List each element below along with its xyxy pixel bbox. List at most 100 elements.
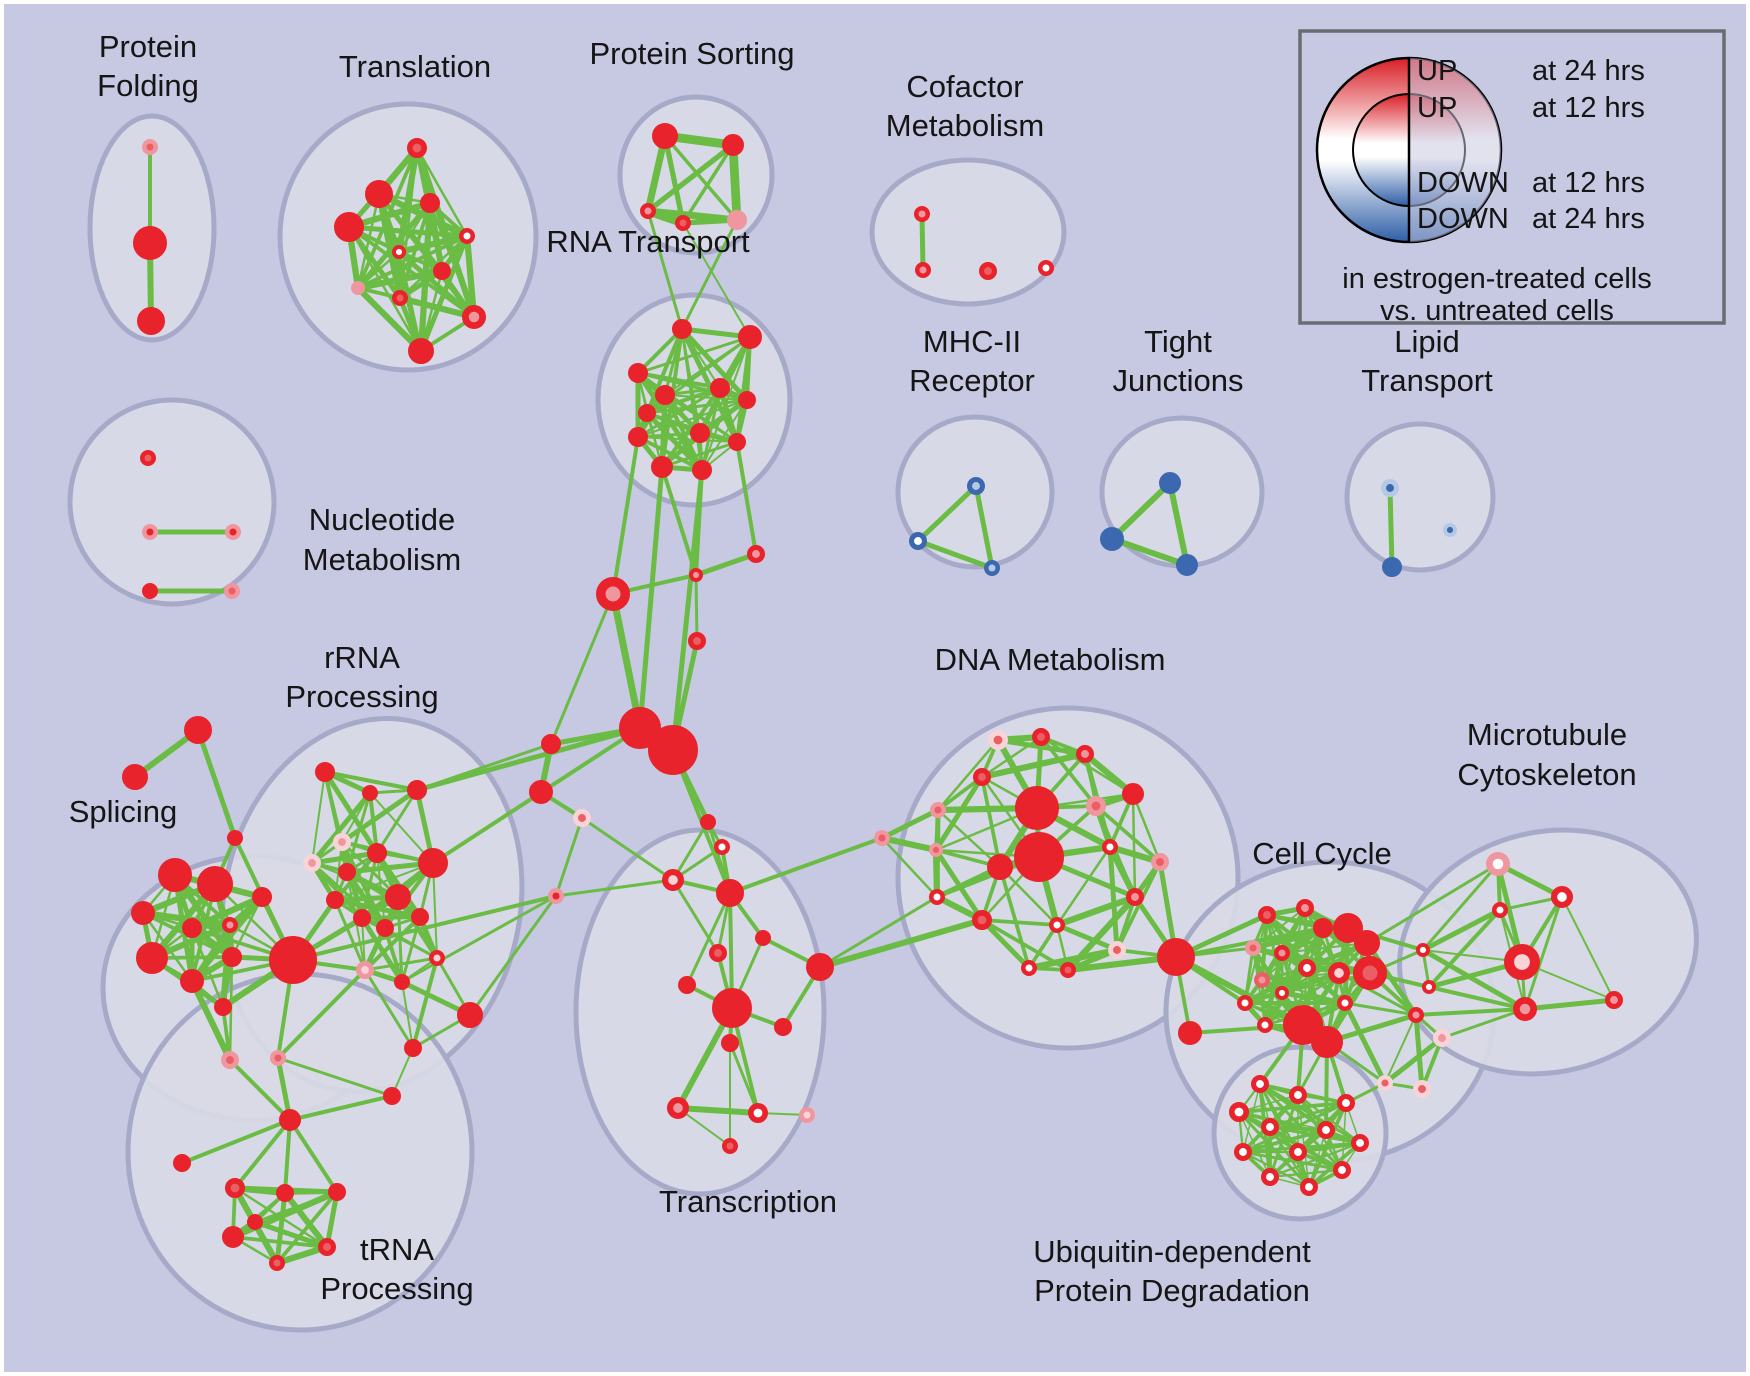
network-node: [131, 900, 156, 925]
network-node: [547, 887, 564, 904]
network-node: [1289, 1086, 1308, 1105]
legend: UP at 24 hrs UP at 12 hrs DOWN at 12 hrs DOWN a…: [1298, 29, 1726, 327]
network-node: [654, 384, 675, 405]
network-node: [428, 949, 445, 966]
network-node: [269, 1049, 286, 1066]
legend-time-label: at 24 hrs: [1532, 55, 1645, 87]
edge-dna_metabolism: [879, 807, 941, 841]
edge-ubiquitin_degradation: [1241, 1128, 1328, 1154]
cluster-cell_cycle-label: Cell Cycle: [1252, 836, 1392, 871]
network-node: [1421, 980, 1436, 995]
network-node: [627, 362, 648, 383]
edge-translation: [356, 250, 401, 290]
network-node: [224, 582, 241, 599]
edge-link: [646, 209, 684, 331]
edge-dna_metabolism: [1025, 946, 1121, 972]
edge-link: [414, 725, 643, 793]
network-node: [1229, 1102, 1250, 1123]
network-node: [573, 809, 592, 828]
network-node: [1376, 1074, 1393, 1091]
network-node: [1413, 1080, 1432, 1099]
edge-link: [818, 895, 939, 969]
network-node: [410, 908, 429, 927]
network-node: [182, 917, 203, 938]
edge-dna_metabolism: [1054, 922, 1120, 953]
network-node: [214, 998, 233, 1017]
edge-cell_cycle: [1413, 1012, 1425, 1092]
network-node: [1491, 901, 1508, 918]
cluster-ubiquitin_degradation-label: Ubiquitin-dependent: [1033, 1234, 1311, 1269]
network-node: [627, 426, 648, 447]
edge-tight_junctions: [1109, 480, 1173, 542]
network-node: [225, 1178, 246, 1199]
network-node: [713, 838, 730, 855]
network-node: [1177, 1020, 1202, 1045]
network-node: [1433, 1029, 1452, 1048]
edge-tight_junctions: [1167, 480, 1190, 568]
edge-cell_cycle: [1337, 971, 1418, 1017]
network-node: [737, 324, 762, 349]
network-node: [805, 952, 834, 981]
edge-splicing: [139, 909, 234, 929]
edge-link: [682, 222, 751, 338]
network-node: [461, 304, 486, 329]
edge-link: [228, 1058, 292, 1122]
cluster-rna_transport-label: RNA Transport: [546, 224, 750, 259]
network-node: [278, 1108, 301, 1131]
network-node: [222, 916, 239, 933]
network-node: [1353, 956, 1388, 991]
network-node: [639, 203, 656, 220]
network-node: [689, 422, 710, 443]
network-node: [1273, 944, 1290, 961]
network-node: [1261, 1118, 1280, 1137]
network-node: [1258, 906, 1277, 925]
edge-link: [580, 816, 675, 882]
network-node: [180, 968, 205, 993]
network-node: [652, 122, 679, 149]
edge-rrna_processing: [309, 790, 373, 866]
network-node: [227, 829, 244, 846]
network-node: [1298, 959, 1317, 978]
network-node: [1336, 994, 1353, 1011]
network-node: [1300, 1178, 1319, 1197]
network-node: [709, 944, 728, 963]
edge-dna_metabolism: [1107, 844, 1120, 953]
network-node: [1485, 851, 1510, 876]
network-node: [419, 193, 440, 214]
edge-link: [735, 440, 758, 556]
edge-ubiquitin_degradation: [1268, 1168, 1344, 1179]
edge-link: [468, 894, 558, 1017]
edge-link: [431, 790, 543, 865]
edge-transcription: [671, 878, 720, 955]
cluster-microtubule_cytoskeleton-label: Microtubule: [1467, 717, 1627, 752]
cluster-protein_sorting-label: Protein Sorting: [589, 36, 794, 71]
network-node: [651, 455, 674, 478]
network-node: [678, 976, 697, 995]
network-node: [728, 432, 747, 451]
network-node: [1605, 991, 1624, 1010]
edge-lipid_transport: [1387, 485, 1395, 570]
edge-link: [728, 836, 884, 895]
network-node: [327, 1183, 346, 1202]
network-node: [738, 390, 757, 409]
cluster-cofactor_metabolism-label: Cofactor: [906, 69, 1023, 104]
edge-rrna_processing: [363, 968, 415, 1050]
edge-rna_transport: [701, 399, 748, 471]
network-node: [1151, 853, 1170, 872]
cluster-cofactor_metabolism-region: [869, 157, 1067, 307]
cluster-ubiquitin_degradation-label: Protein Degradation: [1034, 1273, 1310, 1308]
edge-dna_metabolism: [1055, 845, 1112, 927]
network-node: [596, 577, 631, 612]
edge-cell_cycle: [1382, 1035, 1445, 1086]
edge-dna_metabolism: [1027, 923, 1059, 970]
network-node: [457, 1002, 484, 1029]
network-node: [332, 833, 351, 852]
edge-rna_transport: [660, 440, 739, 469]
edge-protein_sorting: [681, 143, 735, 225]
network-node: [726, 210, 747, 231]
network-node: [142, 523, 159, 540]
network-node: [774, 1018, 793, 1037]
edge-dna_metabolism: [1106, 843, 1139, 901]
